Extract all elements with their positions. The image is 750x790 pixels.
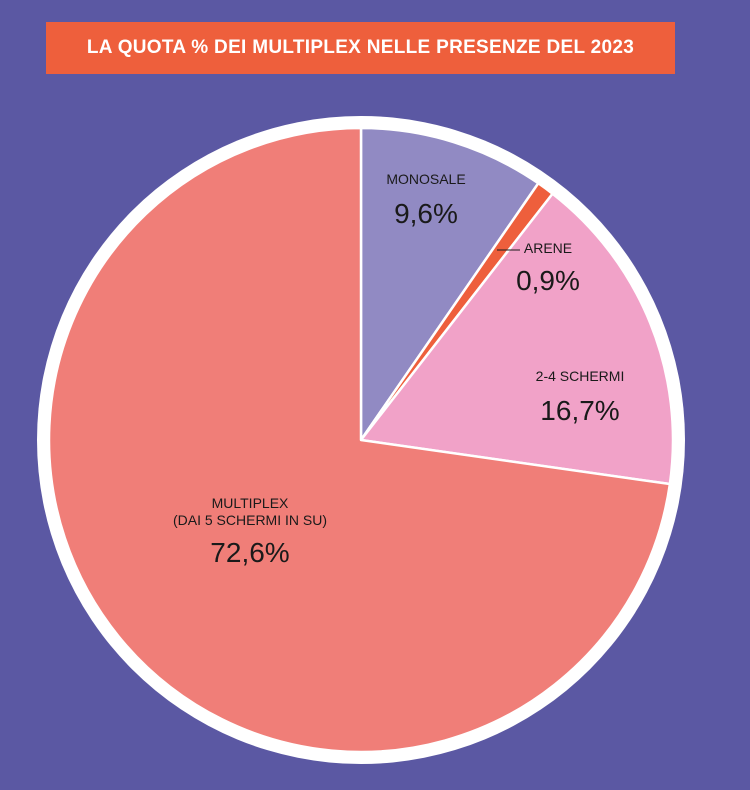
slice-name-label: 2-4 SCHERMI [536,368,625,384]
slice-value-label: 16,7% [540,395,619,426]
slice-name-label: MULTIPLEX [212,495,289,511]
pie-slice [359,192,675,486]
pie-slices [47,126,675,754]
pie-labels: MONOSALE 9,6% ARENE 0,9% 2-4 SCHERMI 16,7% MUL… [173,171,624,568]
pie-slice [47,126,672,754]
slice-name-label: (DAI 5 SCHERMI IN SU) [173,512,327,528]
pie-slice [359,126,540,442]
chart-title: LA QUOTA % DEI MULTIPLEX NELLE PRESENZE … [86,37,635,58]
slice-value-label: 72,6% [210,537,289,568]
chart-title-banner: LA QUOTA % DEI MULTIPLEX NELLE PRESENZE … [46,22,675,74]
slice-value-label: 9,6% [394,198,458,229]
slice-value-label: 0,9% [516,265,580,296]
slice-name-label: MONOSALE [386,171,465,187]
slice-name-label: ARENE [524,240,572,256]
